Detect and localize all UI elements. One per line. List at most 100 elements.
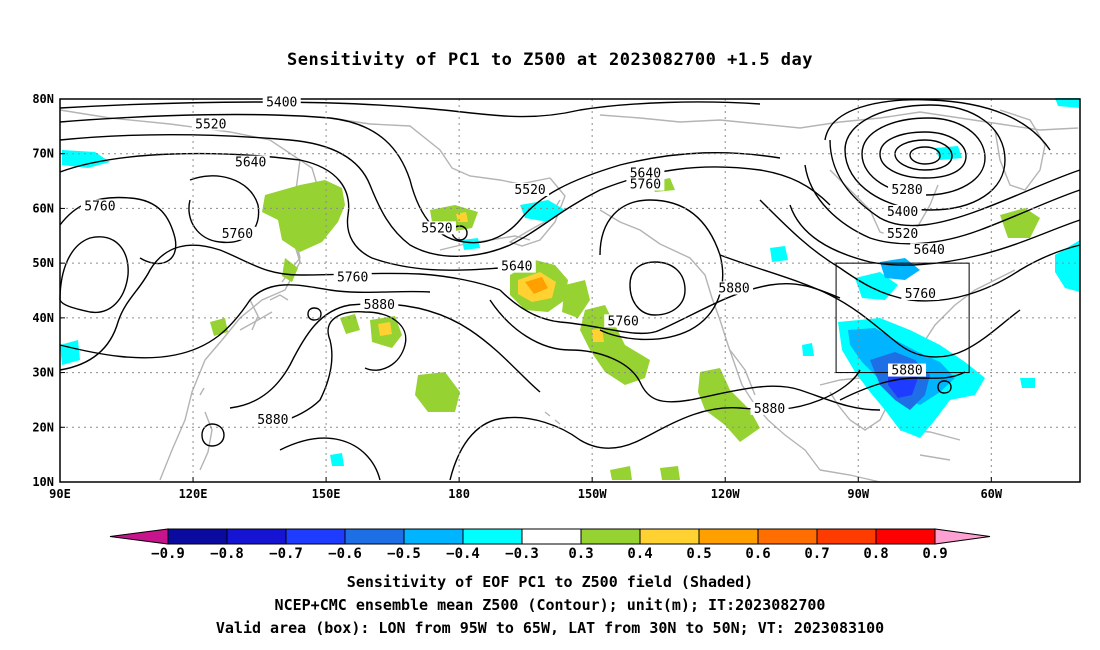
colorbar-label: −0.5 xyxy=(387,546,421,562)
negative-sensitivity-patch xyxy=(330,453,344,466)
negative-sensitivity-patch xyxy=(62,150,110,168)
negative-sensitivity-patch xyxy=(60,340,80,365)
positive-sensitivity-patch xyxy=(562,280,590,318)
positive-sensitivity-patch xyxy=(262,180,345,252)
colorbar-label: 0.3 xyxy=(568,546,593,562)
positive-sensitivity-patch xyxy=(340,314,360,334)
contour-label: 5760 xyxy=(222,227,253,242)
contour-label-bg xyxy=(883,204,922,218)
positive-sensitivity-patch xyxy=(698,368,760,442)
contour-label-bg xyxy=(888,183,927,197)
contour-label-bg xyxy=(231,155,270,169)
lon-tick-label: 60W xyxy=(980,487,1002,501)
negative-sensitivity-patch xyxy=(1055,240,1080,292)
lat-tick-label: 50N xyxy=(32,256,54,270)
colorbar-label: −0.6 xyxy=(328,546,362,562)
colorbar-label: −0.7 xyxy=(269,546,303,562)
colorbar-swatch xyxy=(757,528,818,545)
lat-tick-label: 30N xyxy=(32,366,54,380)
contour-label: 5640 xyxy=(914,243,945,258)
positive-sensitivity-core xyxy=(592,328,604,342)
caption-valid-area: Valid area (box): LON from 95W to 65W, L… xyxy=(215,619,885,637)
latitude-ticks: 80N 70N 60N 50N 40N 30N 20N 10N xyxy=(32,92,65,489)
colorbar-label: −0.9 xyxy=(151,546,185,562)
contour-label-bg xyxy=(218,226,257,240)
contour-label: 5760 xyxy=(905,287,936,302)
colorbar-swatch xyxy=(403,528,464,545)
colorbar-swatch xyxy=(226,528,287,545)
contour-label-bg xyxy=(191,117,230,131)
colorbar-swatch xyxy=(698,528,759,545)
lon-tick-label: 150E xyxy=(312,487,341,501)
positive-sensitivity-core xyxy=(378,322,392,336)
colorbar-high-end xyxy=(934,528,991,545)
lon-tick-label: 120W xyxy=(711,487,741,501)
contour-label: 5520 xyxy=(421,221,452,236)
colorbar-labels: −0.9 −0.8 −0.7 −0.6 −0.5 −0.4 −0.3 0.3 0.4 0.5 0.6… xyxy=(151,546,948,562)
contour-label-bg xyxy=(360,297,399,311)
contour-label: 5520 xyxy=(514,183,545,198)
contour-label: 5880 xyxy=(891,364,922,379)
colorbar-label: 0.8 xyxy=(863,546,888,562)
lon-tick-label: 90W xyxy=(847,487,869,501)
negative-sensitivity-patch xyxy=(770,246,788,262)
colorbar-label: 0.4 xyxy=(627,546,652,562)
map-frame xyxy=(59,98,1081,483)
lon-tick-label: 180 xyxy=(448,487,470,501)
contour-label: 5640 xyxy=(501,260,532,275)
negative-sensitivity-patch xyxy=(855,272,898,300)
caption-contour: NCEP+CMC ensemble mean Z500 (Contour); u… xyxy=(274,596,826,614)
contour-label: 5520 xyxy=(195,117,226,132)
lon-tick-label: 120E xyxy=(179,487,208,501)
contour-label: 5760 xyxy=(84,199,115,214)
negative-sensitivity-patch xyxy=(1055,98,1080,108)
negative-sensitivity-patch xyxy=(935,146,962,160)
positive-sensitivity-patch xyxy=(610,466,680,480)
contour-label: 5640 xyxy=(235,156,266,171)
colorbar-label: 0.7 xyxy=(804,546,829,562)
contour-label: 5880 xyxy=(718,282,749,297)
colorbar-label: 0.9 xyxy=(922,546,947,562)
contour-label-bg xyxy=(750,401,789,415)
lat-tick-label: 70N xyxy=(32,147,54,161)
contour-label: 5520 xyxy=(887,227,918,242)
contour-label: 5280 xyxy=(891,183,922,198)
lat-tick-label: 10N xyxy=(32,475,54,489)
lon-tick-label: 90E xyxy=(49,487,71,501)
contour-label-bg xyxy=(626,166,665,180)
contour-label-bg xyxy=(253,412,292,426)
map-title: Sensitivity of PC1 to Z500 at 2023082700… xyxy=(286,50,813,70)
positive-sensitivity-patch xyxy=(1000,208,1040,238)
lat-lon-grid xyxy=(60,99,1080,482)
colorbar-low-end xyxy=(109,528,169,545)
positive-sensitivity-patch xyxy=(415,372,460,412)
negative-sensitivity-patch xyxy=(520,200,565,222)
contour-label: 5400 xyxy=(887,205,918,220)
contour-label: 5880 xyxy=(364,298,395,313)
lat-tick-label: 60N xyxy=(32,201,54,215)
z500-contours xyxy=(59,99,1081,481)
colorbar-label: 0.5 xyxy=(686,546,711,562)
colorbar-label: 0.6 xyxy=(745,546,770,562)
negative-sensitivity-patch xyxy=(462,238,480,250)
colorbar-swatch xyxy=(344,528,405,545)
contour-label-bg xyxy=(883,226,922,240)
contour-label-bg xyxy=(417,221,456,235)
contour-label-bg xyxy=(333,270,372,284)
negative-sensitivity-patch xyxy=(880,258,920,280)
contour-label-bg xyxy=(715,281,754,295)
colorbar-swatch xyxy=(285,528,346,545)
contour-label-bg xyxy=(604,314,643,328)
lat-tick-label: 80N xyxy=(32,92,54,106)
contour-label-bg xyxy=(626,177,665,191)
caption-shading: Sensitivity of EOF PC1 to Z500 field (Sh… xyxy=(346,573,754,591)
positive-sensitivity-core xyxy=(525,277,548,294)
longitude-ticks: 90E 120E 150E 180 150W 120W 90W 60W xyxy=(49,477,1003,501)
colorbar-swatch xyxy=(521,528,582,545)
lat-tick-label: 40N xyxy=(32,311,54,325)
colorbar-swatch xyxy=(580,528,641,545)
positive-sensitivity-patch xyxy=(210,318,228,336)
contour-label-bg xyxy=(910,243,949,257)
